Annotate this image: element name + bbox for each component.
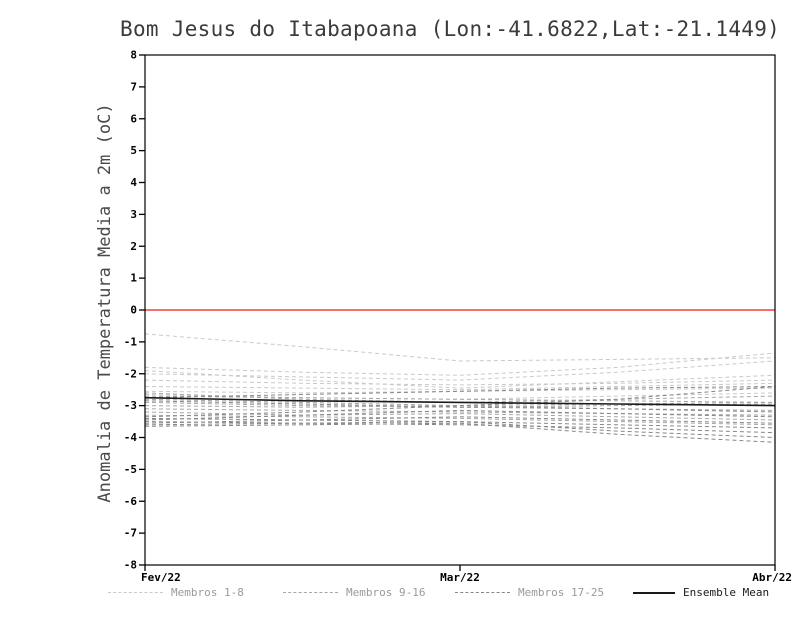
member-line	[144, 421, 776, 438]
member-line	[144, 382, 776, 391]
legend-label: Ensemble Mean	[683, 586, 770, 599]
y-tick-label: -7	[124, 527, 137, 540]
y-tick-label: -1	[124, 335, 138, 348]
y-tick-label: 5	[130, 144, 137, 157]
y-tick-label: -2	[124, 367, 137, 380]
y-tick-label: 0	[130, 304, 137, 317]
y-tick-label: 1	[130, 272, 137, 285]
y-tick-label: 3	[130, 208, 137, 221]
member-line	[144, 370, 776, 389]
member-line	[144, 400, 776, 413]
member-line	[144, 411, 776, 421]
legend-item-ensemble-mean: Ensemble Mean	[633, 586, 769, 599]
x-tick-label: Fev/22	[141, 571, 181, 584]
legend-label: Membros 17-25	[518, 586, 605, 599]
member-line	[144, 379, 776, 386]
member-line	[144, 387, 776, 394]
member-line	[144, 360, 776, 381]
x-tick-label: Mar/22	[440, 571, 480, 584]
legend-line-swatch	[455, 592, 510, 593]
member-line	[144, 386, 776, 399]
y-tick-label: 2	[130, 240, 137, 253]
y-tick-label: -8	[124, 559, 137, 572]
member-line	[144, 414, 776, 426]
ensemble-mean-line	[144, 396, 776, 407]
member-lines-group-1	[144, 333, 776, 400]
member-line	[144, 352, 776, 376]
y-tick-label: 8	[130, 49, 137, 62]
y-tick-label: 4	[130, 176, 137, 189]
legend-label: Membros 1-8	[171, 586, 244, 599]
member-line	[144, 333, 776, 362]
y-tick-label: -3	[124, 399, 137, 412]
member-line	[144, 421, 776, 434]
legend-item-membros-1-8: Membros 1-8	[108, 586, 244, 599]
member-line	[144, 408, 776, 416]
legend-line-swatch	[108, 592, 163, 593]
member-line	[144, 409, 776, 421]
y-tick-label: -6	[124, 495, 138, 508]
y-tick-label: -4	[124, 431, 138, 444]
legend-line-swatch	[283, 592, 338, 593]
y-tick-label: -5	[124, 463, 137, 476]
member-line	[144, 416, 776, 424]
y-tick-label: 6	[130, 112, 137, 125]
x-tick-label: Abr/22	[752, 571, 792, 584]
legend-label: Membros 9-16	[346, 586, 426, 599]
member-lines-group-3	[144, 386, 776, 443]
member-lines-group-2	[144, 392, 776, 426]
member-line	[144, 386, 776, 418]
legend-line-swatch	[633, 591, 675, 594]
y-tick-label: 7	[130, 80, 137, 93]
chart-title: Bom Jesus do Itabapoana (Lon:-41.6822,La…	[120, 17, 781, 41]
member-line	[144, 422, 776, 443]
legend-item-membros-17-25: Membros 17-25	[455, 586, 604, 599]
legend-item-membros-9-16: Membros 9-16	[283, 586, 425, 599]
